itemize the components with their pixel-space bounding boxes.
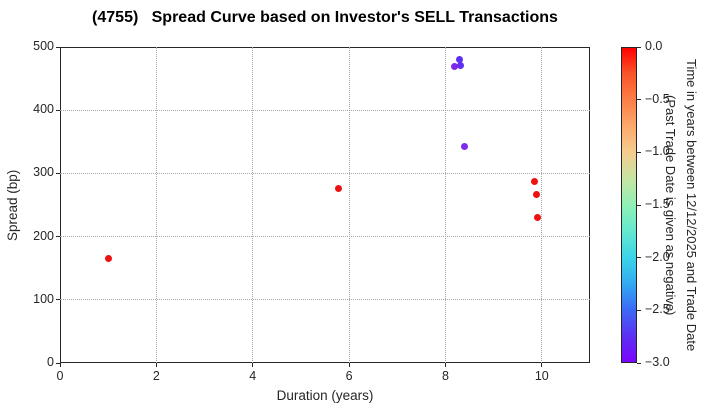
- x-gridline: [252, 47, 254, 363]
- y-tick-label: 100: [33, 291, 54, 306]
- x-tick-label: 0: [56, 369, 64, 383]
- x-tick-mark: [155, 363, 157, 367]
- y-tick-mark: [56, 362, 60, 364]
- y-tick-label: 500: [33, 39, 54, 53]
- colorbar-label: Time in years between 12/12/2025 and Tra…: [663, 58, 699, 352]
- data-point: [534, 214, 542, 222]
- x-gridline: [444, 47, 446, 363]
- data-point: [530, 178, 538, 186]
- y-axis-label: Spread (bp): [5, 169, 20, 241]
- colorbar-tick-label: −2.5: [645, 302, 670, 317]
- colorbar-tick-mark: [637, 257, 641, 259]
- y-tick-mark: [56, 172, 60, 174]
- y-tick-label: 200: [33, 228, 54, 243]
- chart-title: (4755) Spread Curve based on Investor's …: [92, 9, 558, 26]
- colorbar-tick-mark: [637, 46, 641, 48]
- colorbar-tick-label: −1.5: [645, 197, 670, 211]
- x-tick-mark: [348, 363, 350, 367]
- x-tick-label: 4: [249, 369, 257, 383]
- colorbar-tick-label: −2.0: [645, 249, 670, 264]
- x-tick-label: 2: [152, 369, 160, 383]
- y-tick-label: 400: [33, 102, 54, 117]
- x-axis-label: Duration (years): [276, 388, 374, 403]
- y-tick-mark: [56, 299, 60, 301]
- colorbar-tick-label: 0.0: [645, 39, 663, 53]
- x-tick-label: 6: [345, 369, 353, 383]
- colorbar-tick-mark: [637, 151, 641, 153]
- data-point: [456, 61, 464, 69]
- data-point: [455, 56, 463, 64]
- y-tick-mark: [56, 236, 60, 238]
- x-tick-mark: [444, 363, 446, 367]
- data-point: [451, 63, 459, 71]
- y-tick-mark: [56, 109, 60, 111]
- y-gridline: [60, 172, 590, 174]
- x-tick-mark: [541, 363, 543, 367]
- colorbar: [621, 47, 637, 363]
- data-point: [104, 255, 112, 263]
- y-gridline: [60, 299, 590, 301]
- y-tick-label: 0: [47, 355, 54, 369]
- x-tick-label: 10: [534, 369, 549, 383]
- colorbar-tick-mark: [637, 99, 641, 101]
- x-gridline: [155, 47, 157, 363]
- colorbar-tick-label: −3.0: [645, 355, 670, 369]
- x-tick-label: 8: [441, 369, 449, 383]
- y-tick-mark: [56, 46, 60, 48]
- data-point: [460, 142, 468, 150]
- x-gridline: [348, 47, 350, 363]
- y-tick-label: 300: [33, 165, 54, 180]
- y-gridline: [60, 109, 590, 111]
- x-gridline: [541, 47, 543, 363]
- colorbar-tick-mark: [637, 362, 641, 364]
- plot-area: [60, 47, 590, 363]
- x-tick-mark: [59, 363, 61, 367]
- colorbar-tick-mark: [637, 309, 641, 311]
- colorbar-tick-label: −0.5: [645, 91, 670, 106]
- colorbar-tick-mark: [637, 204, 641, 206]
- colorbar-tick-label: −1.0: [645, 144, 670, 159]
- data-point: [334, 185, 342, 193]
- data-point: [532, 190, 540, 198]
- x-tick-mark: [252, 363, 254, 367]
- y-gridline: [60, 236, 590, 238]
